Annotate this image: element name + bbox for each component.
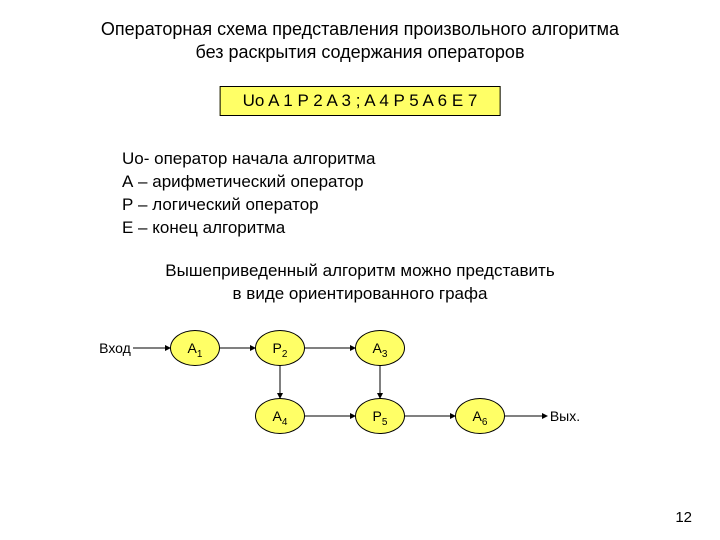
formula-text: Uo A 1 P 2 A 3 ; A 4 P 5 A 6 E 7: [243, 91, 478, 110]
legend-line-1: Uo- оператор начала алгоритма: [122, 148, 375, 171]
subtitle-line-2: в виде ориентированного графа: [233, 284, 488, 303]
node-p5: Р5: [355, 398, 405, 434]
page-number: 12: [675, 509, 692, 526]
page-title: Операторная схема представления произвол…: [0, 18, 720, 65]
node-out: Вых.: [540, 398, 590, 434]
slide: Операторная схема представления произвол…: [0, 0, 720, 540]
legend-line-4: Е – конец алгоритма: [122, 217, 375, 240]
node-a1: А1: [170, 330, 220, 366]
legend-line-3: Р – логический оператор: [122, 194, 375, 217]
flow-graph: Вход А1 Р2 А3 А4 Р5 А6 Вых.: [90, 320, 650, 480]
formula-box: Uo A 1 P 2 A 3 ; A 4 P 5 A 6 E 7: [220, 86, 501, 116]
title-line-2: без раскрытия содержания операторов: [195, 42, 524, 62]
node-p2: Р2: [255, 330, 305, 366]
node-a6: А6: [455, 398, 505, 434]
node-in: Вход: [90, 330, 140, 366]
subtitle: Вышеприведенный алгоритм можно представи…: [0, 260, 720, 306]
legend-line-2: А – арифметический оператор: [122, 171, 375, 194]
subtitle-line-1: Вышеприведенный алгоритм можно представи…: [165, 261, 554, 280]
node-a3: А3: [355, 330, 405, 366]
legend: Uo- оператор начала алгоритма А – арифме…: [122, 148, 375, 240]
title-line-1: Операторная схема представления произвол…: [101, 19, 619, 39]
node-a4: А4: [255, 398, 305, 434]
